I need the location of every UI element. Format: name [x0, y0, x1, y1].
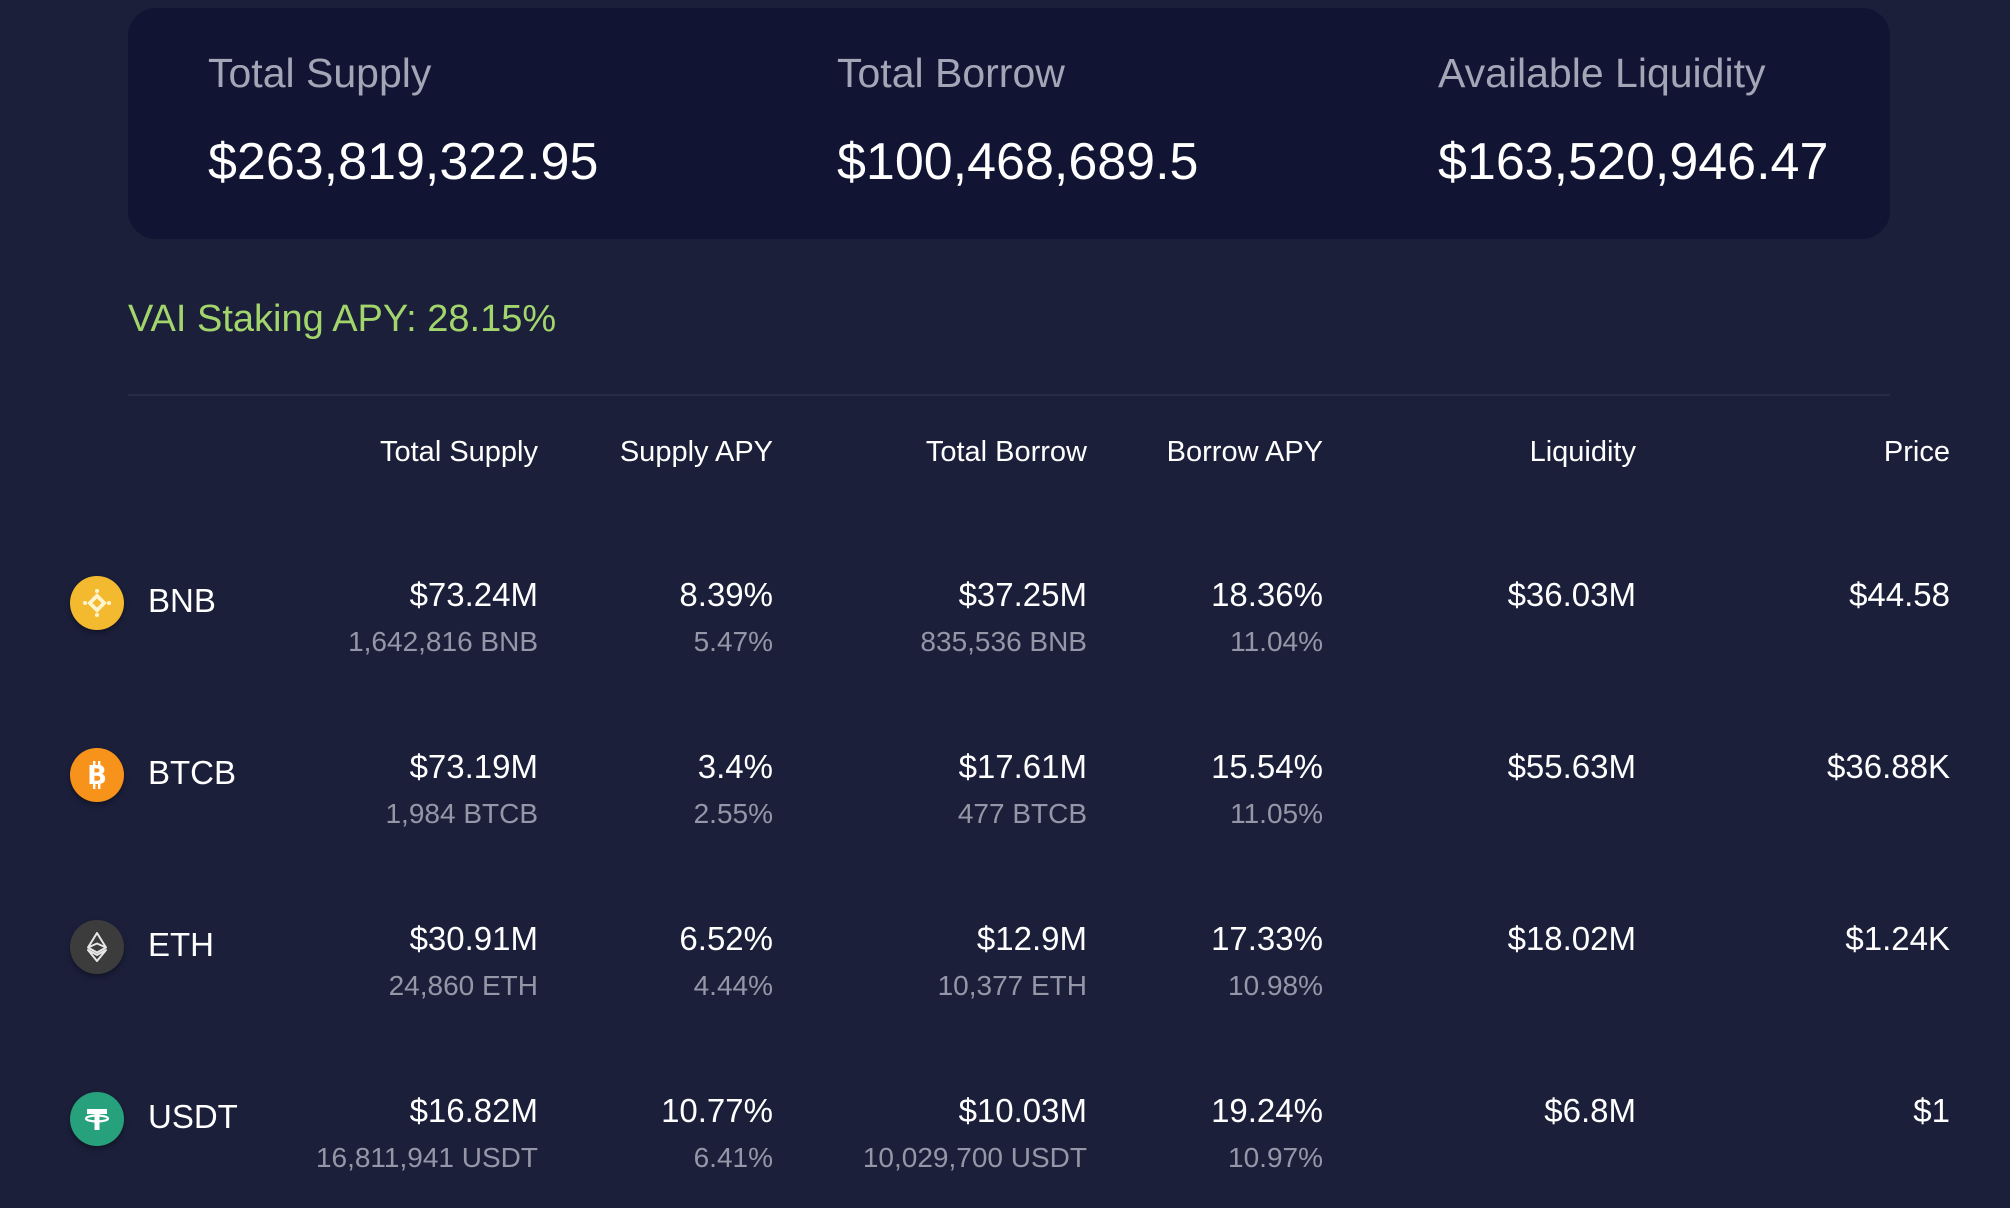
total-supply-usd: $30.91M [409, 920, 538, 957]
total-borrow-tokens: 10,377 ETH [937, 970, 1087, 1001]
total-supply-usd: $16.82M [409, 1092, 538, 1129]
total-borrow-tokens: 10,029,700 USDT [862, 1142, 1087, 1173]
price: $44.58 [1849, 576, 1950, 613]
total-supply-tokens: 24,860 ETH [388, 970, 538, 1001]
price: $1.24K [1845, 920, 1950, 957]
bitcoin-icon: B [70, 748, 124, 802]
header-liquidity[interactable]: Liquidity [1529, 436, 1636, 468]
header-supply-apy[interactable]: Supply APY [619, 436, 773, 468]
liquidity: $55.63M [1507, 748, 1636, 785]
bnb-icon [70, 576, 124, 630]
vai-staking-apy: VAI Staking APY: 28.15% [128, 298, 557, 340]
asset-name: BNB [148, 582, 216, 619]
borrow-apy: 19.24% [1211, 1092, 1323, 1129]
total-supply-usd: $73.19M [409, 748, 538, 785]
supply-apy: 3.4% [697, 748, 773, 785]
total-borrow-label: Total Borrow [837, 50, 1065, 96]
header-total-borrow[interactable]: Total Borrow [925, 436, 1087, 468]
total-supply-label: Total Supply [208, 50, 432, 96]
liquidity: $6.8M [1544, 1092, 1636, 1129]
total-supply-usd: $73.24M [409, 576, 538, 613]
total-supply-value: $263,819,322.95 [208, 133, 599, 191]
total-borrow-value: $100,468,689.5 [837, 133, 1199, 191]
borrow-apy: 15.54% [1211, 748, 1323, 785]
supply-apy: 6.52% [679, 920, 773, 957]
asset-name: ETH [148, 926, 214, 963]
liquidity: $18.02M [1507, 920, 1636, 957]
total-supply-tokens: 1,984 BTCB [385, 798, 538, 829]
total-borrow-usd: $10.03M [958, 1092, 1087, 1129]
total-borrow-usd: $12.9M [976, 920, 1087, 957]
asset-name: BTCB [148, 754, 237, 791]
available-liquidity-value: $163,520,946.47 [1438, 133, 1829, 191]
total-supply-tokens: 16,811,941 USDT [315, 1142, 538, 1173]
total-borrow-usd: $37.25M [958, 576, 1087, 613]
price: $36.88K [1827, 748, 1950, 785]
asset-name: USDT [148, 1098, 238, 1135]
supply-apy-secondary: 4.44% [693, 970, 773, 1001]
market-row-eth[interactable]: ETH $30.91M 24,860 ETH 6.52% 4.44% $12.9… [0, 906, 2010, 1036]
total-supply-tokens: 1,642,816 BNB [348, 626, 538, 657]
market-summary-card: Total Supply $263,819,322.95 Total Borro… [128, 8, 1890, 239]
borrow-apy-secondary: 11.04% [1230, 626, 1323, 657]
supply-apy: 8.39% [679, 576, 773, 613]
supply-apy-secondary: 2.55% [693, 798, 773, 829]
svg-text:B: B [87, 761, 107, 791]
divider [128, 394, 1890, 396]
total-borrow-usd: $17.61M [958, 748, 1087, 785]
tether-icon [70, 1092, 124, 1146]
total-borrow-tokens: 835,536 BNB [920, 626, 1087, 657]
borrow-apy-secondary: 10.98% [1228, 970, 1323, 1001]
price: $1 [1913, 1092, 1950, 1129]
borrow-apy-secondary: 10.97% [1228, 1142, 1323, 1173]
supply-apy: 10.77% [661, 1092, 773, 1129]
total-borrow-tokens: 477 BTCB [957, 798, 1087, 829]
header-price[interactable]: Price [1883, 436, 1950, 468]
available-liquidity-label: Available Liquidity [1438, 50, 1766, 96]
supply-apy-secondary: 5.47% [693, 626, 773, 657]
ethereum-icon [70, 920, 124, 974]
header-borrow-apy[interactable]: Borrow APY [1166, 436, 1323, 468]
market-row-usdt[interactable]: USDT $16.82M 16,811,941 USDT 10.77% 6.41… [0, 1078, 2010, 1208]
market-row-bnb[interactable]: BNB $73.24M 1,642,816 BNB 8.39% 5.47% $3… [0, 562, 2010, 692]
supply-apy-secondary: 6.41% [693, 1142, 773, 1173]
market-row-btcb[interactable]: B BTCB $73.19M 1,984 BTCB 3.4% 2.55% $17… [0, 734, 2010, 864]
borrow-apy: 17.33% [1211, 920, 1323, 957]
borrow-apy-secondary: 11.05% [1230, 798, 1323, 829]
borrow-apy: 18.36% [1211, 576, 1323, 613]
header-total-supply[interactable]: Total Supply [380, 436, 538, 468]
liquidity: $36.03M [1507, 576, 1636, 613]
